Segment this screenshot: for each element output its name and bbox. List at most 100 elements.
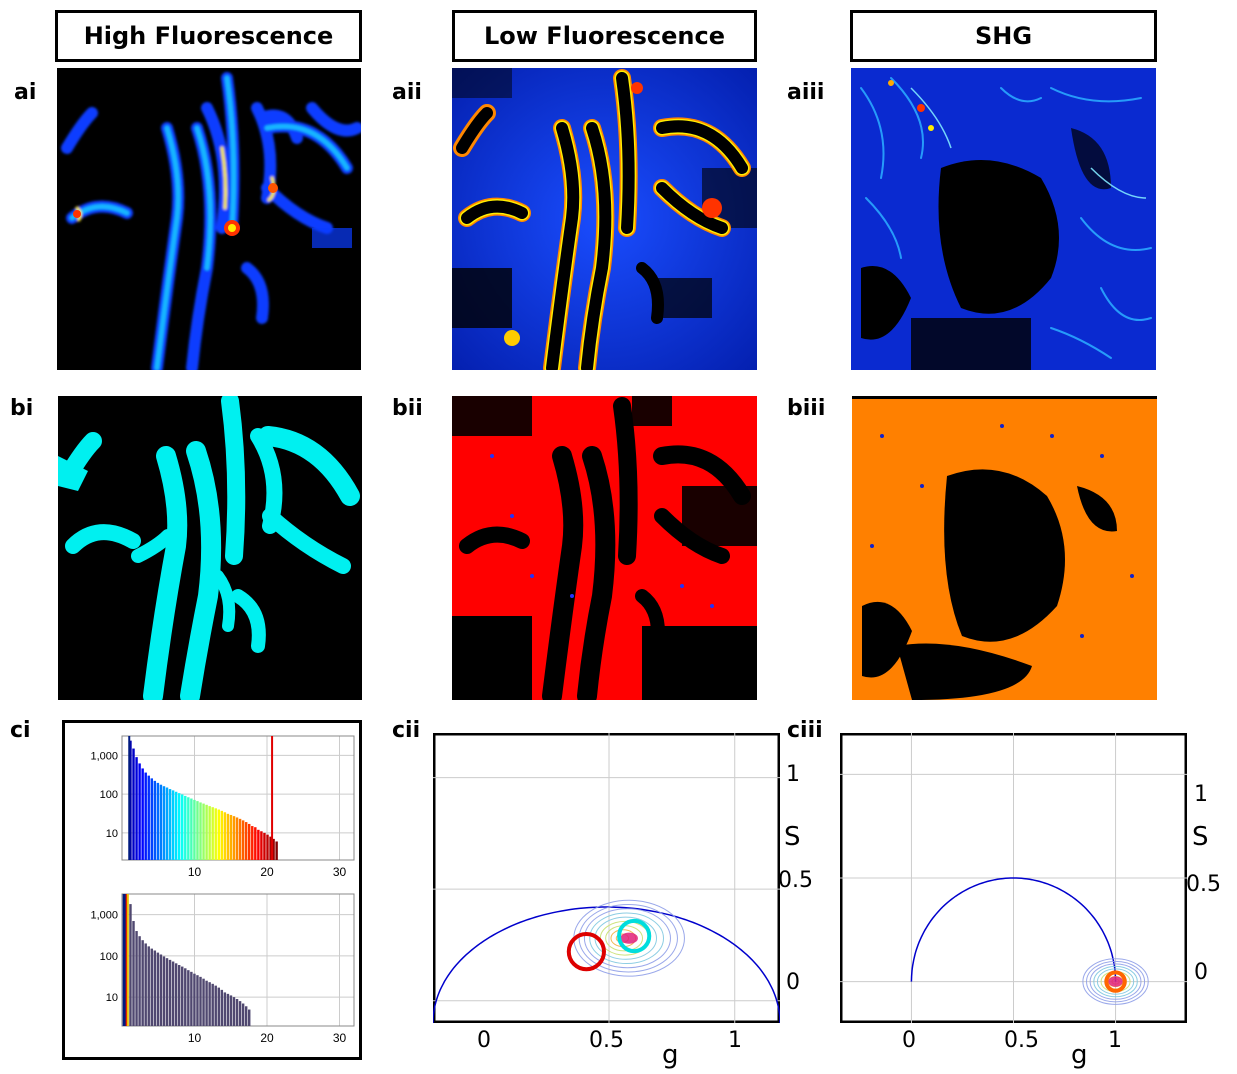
histogram-bottom: 1,000 100 10 10 20 30 xyxy=(64,886,360,1052)
hist-bottom-bar-8 xyxy=(153,950,157,1026)
hist-bottom-bar-28 xyxy=(214,985,217,1026)
cii-x-label: g xyxy=(662,1040,679,1070)
panel-label-cii: cii xyxy=(392,718,421,743)
hist-top-bar-17 xyxy=(181,794,184,860)
hist-top-bar-11 xyxy=(162,786,166,860)
ciii-contour-7 xyxy=(1089,963,1142,1000)
hist-bottom-bar-35 xyxy=(235,999,239,1026)
cii-cursor-0 xyxy=(566,932,606,972)
hist-top-bar-19 xyxy=(187,797,190,860)
hist-bottom-bar-37 xyxy=(241,1003,245,1026)
hist-bottom-bar-29 xyxy=(217,987,220,1026)
hist-top-bar-4 xyxy=(141,768,144,860)
ciii-x-label: g xyxy=(1071,1040,1088,1070)
hist-bottom-bar-31 xyxy=(223,992,227,1026)
hist-top-bar-36 xyxy=(238,818,242,860)
panel-label-aii: aii xyxy=(392,80,422,105)
cii-y-tick-0: 0 xyxy=(786,970,800,995)
hist-bottom-bar-2 xyxy=(135,931,138,1026)
cii-contour-7 xyxy=(583,908,671,969)
hist-top-bar-7 xyxy=(150,778,154,860)
hist-bottom-bar-16 xyxy=(177,965,181,1026)
hist-top-bar-47 xyxy=(272,838,275,860)
hist-top-bar-32 xyxy=(226,813,230,860)
column-header-shg: SHG xyxy=(850,10,1157,62)
hist-bottom-xtick-2: 30 xyxy=(333,1031,347,1045)
ciii-y-tick-1: 1 xyxy=(1194,782,1208,807)
hist-bottom-bar-17 xyxy=(181,966,184,1026)
hist-bottom-xtick-0: 10 xyxy=(188,1031,202,1045)
panel-label-ciii: ciii xyxy=(787,718,823,743)
hist-top-bar-43 xyxy=(260,831,263,860)
hist-top-bar-23 xyxy=(199,802,202,860)
hist-bottom-bar-6 xyxy=(147,946,150,1026)
column-header-low-fluorescence: Low Fluorescence xyxy=(452,10,757,62)
ciii-y-label: S xyxy=(1192,822,1209,852)
hist-top-bar-21 xyxy=(193,799,196,860)
hist-bottom-bar-18 xyxy=(184,968,187,1026)
ciii-cloud-peak xyxy=(1108,976,1123,987)
cii-universal-semicircle xyxy=(433,906,780,1023)
hist-top-bar-20 xyxy=(190,798,193,860)
image-ai-high-fluorescence xyxy=(57,68,361,370)
hist-top-xtick-0: 10 xyxy=(188,865,202,879)
mask-bii-low-fluorescence xyxy=(452,396,757,700)
mask-bi-high-fluorescence xyxy=(58,396,362,700)
panel-label-bii: bii xyxy=(392,396,423,421)
hist-top-bar-31 xyxy=(223,812,227,860)
hist-top-bar-33 xyxy=(229,814,233,860)
hist-top-bar-41 xyxy=(254,827,257,860)
ciii-contour-5 xyxy=(1096,968,1135,995)
hist-top-bar-37 xyxy=(241,820,245,860)
histogram-top: 1,000 100 10 10 20 30 xyxy=(64,728,360,886)
hist-top-bar-8 xyxy=(153,780,157,860)
ciii-cursor-0 xyxy=(1104,970,1127,993)
hist-bottom-bar-0 xyxy=(129,904,132,1026)
panel-label-ci: ci xyxy=(10,718,31,743)
hist-bottom-bar-5 xyxy=(144,943,147,1026)
cii-y-tick-0-5: 0.5 xyxy=(778,868,813,893)
column-header-high-fluorescence: High Fluorescence xyxy=(55,10,362,62)
image-aiii-shg xyxy=(851,68,1156,370)
hist-bottom-bar-10 xyxy=(159,954,163,1026)
hist-bottom-bar-30 xyxy=(220,989,224,1026)
hist-bottom-ytick-0: 1,000 xyxy=(90,910,118,922)
hist-top-bar-3 xyxy=(138,763,141,860)
cii-frame xyxy=(433,733,780,1023)
hist-top-bar-30 xyxy=(220,810,224,860)
cii-cursor-1 xyxy=(617,918,652,954)
cii-x-tick-1: 1 xyxy=(728,1028,742,1053)
hist-top-bar-6 xyxy=(147,775,150,860)
hist-bottom-bar-36 xyxy=(238,1001,242,1026)
hist-bottom-bar-12 xyxy=(165,958,169,1026)
hist-bottom-bar-23 xyxy=(199,976,202,1026)
hist-top-bar-26 xyxy=(208,806,211,860)
hist-top-xtick-1: 20 xyxy=(260,865,274,879)
hist-bottom-bar-22 xyxy=(196,975,199,1026)
hist-top-bar-1 xyxy=(132,748,135,860)
hist-top-bar-22 xyxy=(196,801,199,860)
hist-bottom-xtick-1: 20 xyxy=(260,1031,274,1045)
hist-top-ytick-2: 10 xyxy=(106,828,118,840)
hist-bottom-bar-27 xyxy=(211,983,214,1026)
image-aii-low-fluorescence xyxy=(452,68,757,370)
cii-x-tick-0: 0 xyxy=(477,1028,491,1053)
hist-top-bar-45 xyxy=(266,834,269,860)
hist-bottom-bar-11 xyxy=(162,956,166,1026)
cii-x-tick-0-5: 0.5 xyxy=(589,1028,624,1053)
hist-top-bar-34 xyxy=(232,816,236,860)
hist-top-bar-38 xyxy=(244,822,248,860)
panel-label-biii: biii xyxy=(787,396,826,421)
cii-y-tick-1: 1 xyxy=(786,762,800,787)
hist-bottom-bar-3 xyxy=(138,936,141,1026)
ciii-x-tick-0: 0 xyxy=(902,1028,916,1053)
phasor-plot-cii xyxy=(433,733,780,1023)
hist-bottom-bar-4 xyxy=(141,940,144,1026)
hist-bottom-bar-7 xyxy=(150,948,154,1026)
cii-contour-6 xyxy=(589,912,664,965)
hist-bottom-bar-25 xyxy=(205,980,208,1026)
hist-top-bar-9 xyxy=(156,782,160,860)
mask-biii-shg xyxy=(852,396,1157,700)
panel-label-aiii: aiii xyxy=(787,80,825,105)
hist-bottom-bar-21 xyxy=(193,973,196,1026)
